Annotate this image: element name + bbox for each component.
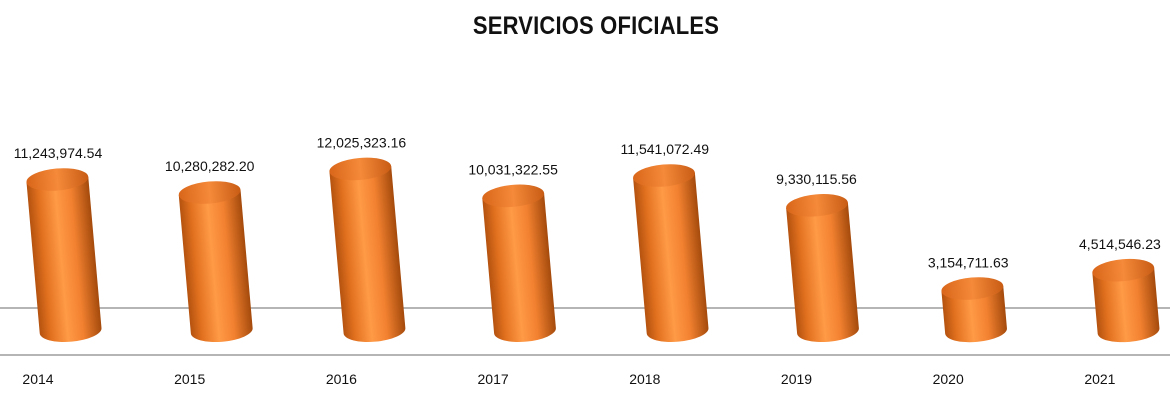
bar-body xyxy=(786,202,859,343)
bar-body xyxy=(482,193,556,343)
bar-top xyxy=(633,164,695,187)
bar-2019 xyxy=(786,193,859,343)
data-label-2017: 10,031,322.55 xyxy=(468,162,558,178)
x-tick-2017: 2017 xyxy=(478,371,509,387)
x-tick-2019: 2019 xyxy=(781,371,812,387)
bar-2018 xyxy=(633,164,709,342)
data-label-2021: 4,514,546.23 xyxy=(1079,236,1161,252)
data-label-2014: 11,243,974.54 xyxy=(14,145,103,161)
bar-body xyxy=(329,166,406,342)
bar-body xyxy=(1092,267,1160,343)
data-label-2015: 10,280,282.20 xyxy=(165,158,255,174)
x-tick-2021: 2021 xyxy=(1084,371,1115,387)
bar-2017 xyxy=(482,184,556,343)
x-tick-2016: 2016 xyxy=(326,371,357,387)
bar-body xyxy=(178,189,253,343)
bar-2014 xyxy=(26,168,102,342)
bar-2016 xyxy=(329,157,406,342)
x-tick-2020: 2020 xyxy=(933,371,964,387)
bar-top xyxy=(329,157,392,181)
bar-top xyxy=(482,184,545,208)
bar-top xyxy=(786,193,848,217)
bar-top xyxy=(26,168,89,191)
bar-top xyxy=(1092,258,1155,282)
bar-2020 xyxy=(941,277,1007,343)
x-tick-2014: 2014 xyxy=(22,371,53,387)
bar-top xyxy=(178,181,241,204)
data-label-2016: 12,025,323.16 xyxy=(317,135,407,151)
bar-top xyxy=(941,277,1004,300)
data-label-2018: 11,541,072.49 xyxy=(621,141,710,157)
data-label-2020: 3,154,711.63 xyxy=(928,254,1009,270)
bar-body xyxy=(26,176,102,342)
data-label-2019: 9,330,115.56 xyxy=(776,171,857,187)
x-tick-2015: 2015 xyxy=(174,371,205,387)
bar-2021 xyxy=(1092,258,1160,343)
bar-body xyxy=(941,285,1007,343)
bar-2015 xyxy=(178,181,253,343)
chart-title: SERVICIOS OFICIALES xyxy=(472,12,720,40)
x-tick-2018: 2018 xyxy=(629,371,660,387)
bar-body xyxy=(633,172,709,342)
